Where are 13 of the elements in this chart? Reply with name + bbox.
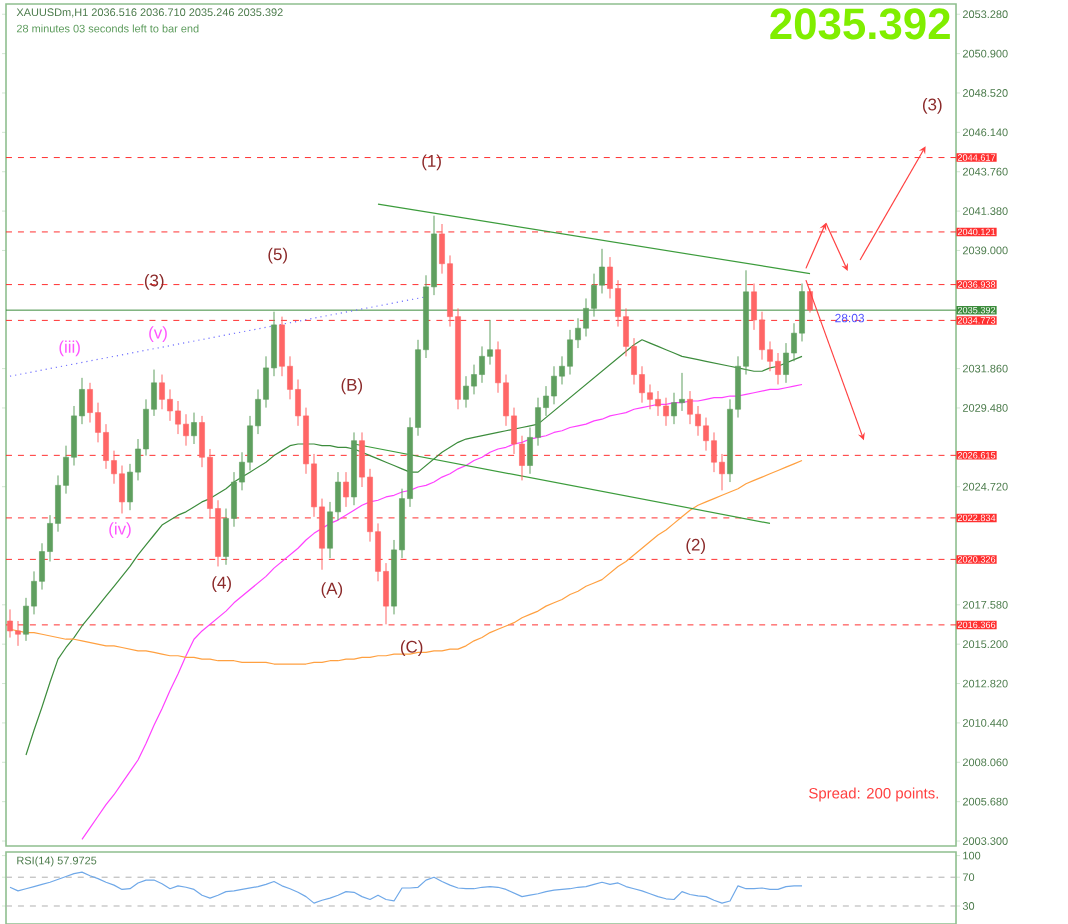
annotation: (B): [341, 378, 363, 395]
annotation: (v): [149, 326, 167, 342]
annotation: (iv): [109, 522, 131, 539]
annotation: (C): [400, 640, 423, 657]
annotation: (iii): [59, 340, 80, 357]
annotation: (A): [321, 582, 343, 598]
annotation: (4): [212, 576, 231, 593]
text: (3): [922, 97, 942, 114]
annotation: (2): [686, 538, 706, 555]
annotation: (1): [422, 154, 441, 171]
annotation: 2035.392: [770, 8, 950, 40]
annotation: (5): [268, 247, 287, 264]
annotation: (3): [144, 273, 164, 290]
